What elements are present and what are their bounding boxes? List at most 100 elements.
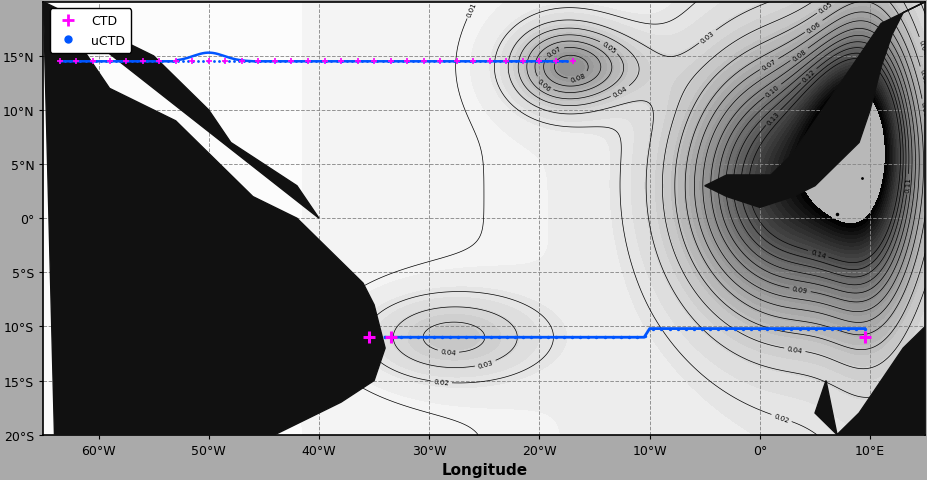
Point	[499, 334, 514, 341]
Point	[857, 325, 871, 333]
Point	[447, 59, 462, 66]
Text: 0.05: 0.05	[817, 1, 833, 15]
Point	[482, 59, 497, 66]
Point	[734, 325, 749, 333]
Point	[334, 59, 349, 66]
Point	[303, 59, 318, 66]
Point	[539, 59, 553, 66]
Point	[743, 325, 757, 333]
Text: 0.07: 0.07	[545, 46, 562, 59]
Point	[380, 59, 395, 66]
Point	[309, 59, 324, 66]
Point	[767, 325, 781, 333]
Point	[824, 325, 839, 333]
Point	[524, 334, 539, 341]
Point	[564, 334, 578, 341]
Point	[385, 59, 400, 66]
Point	[377, 334, 392, 341]
Point	[134, 59, 149, 66]
Point	[540, 334, 554, 341]
Point	[572, 334, 587, 341]
Point	[462, 59, 476, 66]
Text: 0.05: 0.05	[917, 69, 927, 85]
Point	[165, 59, 180, 66]
Text: 0.06: 0.06	[805, 20, 821, 34]
Point	[78, 59, 93, 66]
Point	[421, 59, 436, 66]
Point	[502, 59, 517, 66]
Point	[467, 59, 482, 66]
Point	[637, 332, 652, 340]
Point	[216, 59, 231, 66]
Point	[339, 59, 354, 66]
Point	[604, 334, 619, 341]
Point	[108, 59, 123, 66]
Text: 0.08: 0.08	[791, 48, 806, 62]
Point	[523, 59, 538, 66]
Legend: CTD, uCTD: CTD, uCTD	[50, 9, 131, 54]
Point	[418, 334, 433, 341]
Text: 0.01: 0.01	[465, 1, 476, 18]
Point	[816, 325, 831, 333]
Point	[718, 325, 733, 333]
Point	[710, 325, 725, 333]
Point	[273, 59, 287, 66]
Point	[252, 59, 267, 66]
Point	[437, 59, 451, 66]
Point	[410, 334, 425, 341]
Point	[629, 334, 643, 341]
Point	[360, 59, 375, 66]
Point	[201, 59, 216, 66]
Point	[553, 59, 568, 66]
Point	[513, 59, 527, 66]
Point	[451, 334, 465, 341]
Text: 0.10: 0.10	[764, 84, 780, 98]
Point	[386, 334, 400, 341]
Point	[508, 59, 523, 66]
Point	[395, 59, 410, 66]
Point	[196, 59, 210, 66]
Point	[53, 59, 68, 66]
Point	[533, 59, 548, 66]
Text: 0.09: 0.09	[791, 286, 807, 295]
Polygon shape	[814, 327, 924, 435]
Point	[155, 59, 170, 66]
Point	[364, 59, 379, 66]
Text: 0.08: 0.08	[569, 72, 586, 84]
Point	[556, 334, 571, 341]
Point	[559, 59, 574, 66]
Point	[129, 59, 144, 66]
Point	[415, 59, 430, 66]
Point	[181, 59, 196, 66]
Point	[149, 59, 164, 66]
Text: 0.04: 0.04	[786, 346, 802, 354]
Point	[492, 59, 507, 66]
Point	[459, 334, 474, 341]
Point	[751, 325, 766, 333]
Point	[580, 334, 595, 341]
Text: 0.05: 0.05	[601, 41, 616, 55]
Point	[283, 59, 298, 66]
Point	[518, 59, 533, 66]
Text: 0.06: 0.06	[919, 101, 927, 118]
Text: 0.12: 0.12	[800, 69, 816, 84]
Text: 0.13: 0.13	[765, 110, 780, 126]
Point	[232, 59, 247, 66]
Text: 0.04: 0.04	[611, 86, 628, 99]
Point	[73, 59, 88, 66]
Point	[262, 59, 277, 66]
Point	[441, 59, 456, 66]
Point	[702, 325, 717, 333]
Point	[277, 59, 292, 66]
Point	[498, 59, 513, 66]
Text: 0.04: 0.04	[439, 348, 456, 356]
Point	[124, 59, 139, 66]
Point	[349, 59, 364, 66]
Point	[472, 59, 487, 66]
Point	[411, 59, 425, 66]
Point	[431, 59, 446, 66]
Point	[694, 325, 709, 333]
Point	[488, 59, 502, 66]
Text: 0.02: 0.02	[433, 379, 449, 386]
Point	[613, 334, 628, 341]
